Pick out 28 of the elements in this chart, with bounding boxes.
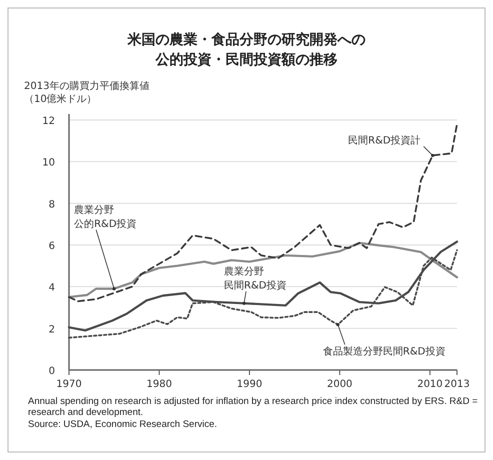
line-series	[68, 123, 458, 302]
annotation: 民間R&D投資	[224, 279, 287, 292]
y-tick-label: 12	[42, 116, 55, 127]
y-tick-label: 6	[48, 241, 55, 252]
x-tick-label: 2013	[444, 379, 470, 390]
x-tick-label: 2010	[417, 379, 443, 390]
x-tick-label: 1970	[56, 379, 82, 390]
y-tick-label: 4	[48, 282, 55, 294]
y-tick-label: 8	[48, 199, 55, 210]
x-tick-label: 1980	[146, 379, 172, 390]
y-tick-label: 2	[48, 324, 55, 336]
chart-title: 米国の農業・食品分野の研究開発への公的投資・民間投資額の推移	[126, 30, 366, 70]
point	[242, 302, 246, 305]
annotation: 民間R&D投資計	[348, 134, 421, 146]
text: Annual spending on research is adjusted for inflation by a research price index constructed by ERS. R&D = research and development.	[28, 396, 478, 419]
source-note: Source: USDA, Economic Research Service.	[28, 418, 218, 430]
point	[431, 154, 434, 158]
annotation: 農業分野	[224, 265, 264, 278]
x-tick-label: 2000	[326, 379, 352, 390]
point	[336, 322, 340, 326]
annotation: 公的R&D投資	[74, 218, 137, 230]
line-series	[68, 242, 458, 298]
annotation: 食品製造分野民間R&D投資	[322, 346, 446, 358]
x-tick-label: 1990	[236, 379, 262, 390]
annotation: 農業分野	[74, 204, 114, 216]
y-tick-label: 0	[48, 366, 55, 377]
y-tick-label: 10	[42, 158, 55, 169]
y-axis-title: 2013年の購買力平価換算値（10億米ドル）	[24, 80, 150, 106]
